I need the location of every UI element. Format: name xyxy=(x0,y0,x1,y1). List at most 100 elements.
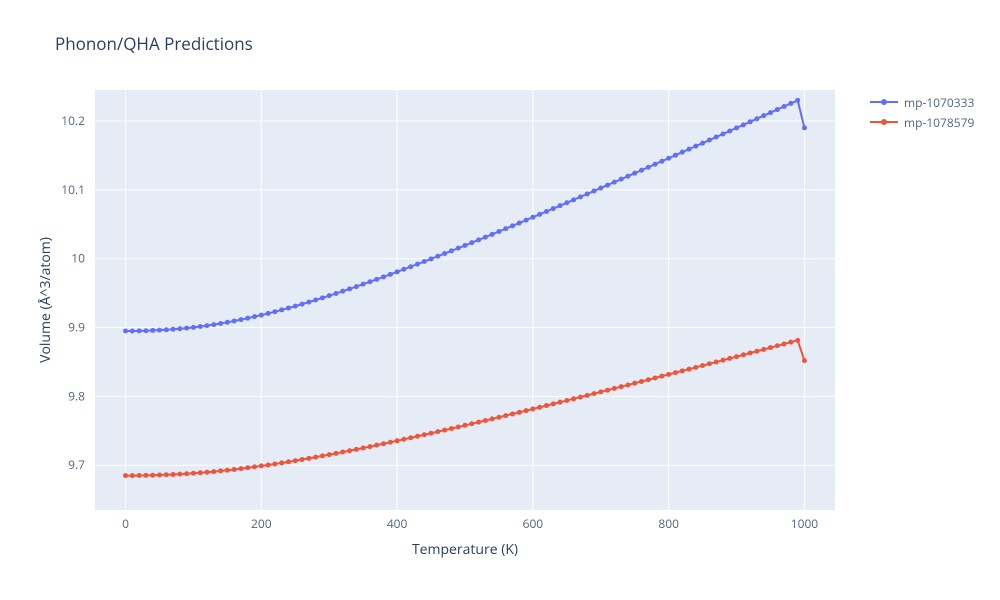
series-marker[interactable] xyxy=(503,226,508,231)
series-marker[interactable] xyxy=(306,300,311,305)
series-marker[interactable] xyxy=(232,467,237,472)
series-marker[interactable] xyxy=(361,445,366,450)
series-marker[interactable] xyxy=(238,317,243,322)
plot-area[interactable]: 020040060080010009.79.89.91010.110.2 xyxy=(95,90,835,510)
series-marker[interactable] xyxy=(510,223,515,228)
series-marker[interactable] xyxy=(123,473,128,478)
series-marker[interactable] xyxy=(469,421,474,426)
series-marker[interactable] xyxy=(286,306,291,311)
series-marker[interactable] xyxy=(524,218,529,223)
series-marker[interactable] xyxy=(320,295,325,300)
series-marker[interactable] xyxy=(171,327,176,332)
series-marker[interactable] xyxy=(279,307,284,312)
series-marker[interactable] xyxy=(720,131,725,136)
series-marker[interactable] xyxy=(564,398,569,403)
series-marker[interactable] xyxy=(680,150,685,155)
series-marker[interactable] xyxy=(612,180,617,185)
series-marker[interactable] xyxy=(340,289,345,294)
series-marker[interactable] xyxy=(150,473,155,478)
series-marker[interactable] xyxy=(415,262,420,267)
series-marker[interactable] xyxy=(734,354,739,359)
series-marker[interactable] xyxy=(463,243,468,248)
series-marker[interactable] xyxy=(653,162,658,167)
series-marker[interactable] xyxy=(673,153,678,158)
series-marker[interactable] xyxy=(422,259,427,264)
series-marker[interactable] xyxy=(334,291,339,296)
legend-item[interactable]: mp-1078579 xyxy=(870,112,974,132)
series-marker[interactable] xyxy=(571,197,576,202)
series-marker[interactable] xyxy=(463,423,468,428)
series-marker[interactable] xyxy=(266,311,271,316)
series-marker[interactable] xyxy=(639,379,644,384)
series-marker[interactable] xyxy=(754,116,759,121)
series-marker[interactable] xyxy=(245,465,250,470)
series-marker[interactable] xyxy=(252,464,257,469)
series-marker[interactable] xyxy=(442,251,447,256)
series-marker[interactable] xyxy=(334,451,339,456)
series-marker[interactable] xyxy=(687,367,692,372)
series-marker[interactable] xyxy=(395,438,400,443)
series-marker[interactable] xyxy=(293,458,298,463)
series-marker[interactable] xyxy=(171,472,176,477)
series-marker[interactable] xyxy=(598,389,603,394)
series-marker[interactable] xyxy=(727,128,732,133)
series-marker[interactable] xyxy=(517,410,522,415)
series-marker[interactable] xyxy=(184,471,189,476)
series-marker[interactable] xyxy=(646,165,651,170)
series-marker[interactable] xyxy=(510,411,515,416)
series-marker[interactable] xyxy=(761,113,766,118)
series-marker[interactable] xyxy=(639,168,644,173)
series-marker[interactable] xyxy=(544,209,549,214)
series-marker[interactable] xyxy=(741,352,746,357)
series-marker[interactable] xyxy=(503,413,508,418)
series-line[interactable] xyxy=(126,340,805,475)
series-marker[interactable] xyxy=(429,431,434,436)
series-marker[interactable] xyxy=(367,444,372,449)
series-marker[interactable] xyxy=(130,473,135,478)
series-marker[interactable] xyxy=(422,432,427,437)
series-marker[interactable] xyxy=(598,186,603,191)
series-marker[interactable] xyxy=(408,264,413,269)
series-marker[interactable] xyxy=(259,313,264,318)
series-marker[interactable] xyxy=(537,405,542,410)
series-marker[interactable] xyxy=(483,235,488,240)
series-marker[interactable] xyxy=(476,420,481,425)
series-marker[interactable] xyxy=(286,459,291,464)
series-marker[interactable] xyxy=(232,319,237,324)
series-marker[interactable] xyxy=(137,473,142,478)
series-marker[interactable] xyxy=(666,372,671,377)
series-marker[interactable] xyxy=(530,406,535,411)
series-marker[interactable] xyxy=(632,171,637,176)
series-marker[interactable] xyxy=(748,119,753,124)
series-marker[interactable] xyxy=(680,368,685,373)
legend-item[interactable]: mp-1070333 xyxy=(870,92,974,112)
series-marker[interactable] xyxy=(177,326,182,331)
series-marker[interactable] xyxy=(374,277,379,282)
series-marker[interactable] xyxy=(211,469,216,474)
series-marker[interactable] xyxy=(313,455,318,460)
series-marker[interactable] xyxy=(150,328,155,333)
series-marker[interactable] xyxy=(496,415,501,420)
series-marker[interactable] xyxy=(530,215,535,220)
series-marker[interactable] xyxy=(490,416,495,421)
series-marker[interactable] xyxy=(802,358,807,363)
series-marker[interactable] xyxy=(130,328,135,333)
series-marker[interactable] xyxy=(435,429,440,434)
series-marker[interactable] xyxy=(313,298,318,303)
series-marker[interactable] xyxy=(218,468,223,473)
series-marker[interactable] xyxy=(788,340,793,345)
series-marker[interactable] xyxy=(720,358,725,363)
series-marker[interactable] xyxy=(469,240,474,245)
series-marker[interactable] xyxy=(571,396,576,401)
series-marker[interactable] xyxy=(456,424,461,429)
series-marker[interactable] xyxy=(143,328,148,333)
series-marker[interactable] xyxy=(388,272,393,277)
series-marker[interactable] xyxy=(456,246,461,251)
series-marker[interactable] xyxy=(164,327,169,332)
series-marker[interactable] xyxy=(442,428,447,433)
series-marker[interactable] xyxy=(700,141,705,146)
series-marker[interactable] xyxy=(381,274,386,279)
series-marker[interactable] xyxy=(143,473,148,478)
series-marker[interactable] xyxy=(157,473,162,478)
series-marker[interactable] xyxy=(754,349,759,354)
